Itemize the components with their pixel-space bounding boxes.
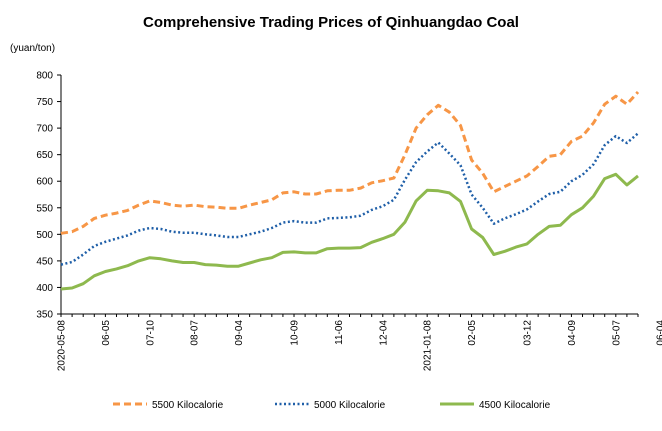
chart-axes (60, 75, 638, 315)
x-tick-label: 2021-01-08 (423, 320, 434, 372)
series-line-5000 (60, 132, 639, 266)
x-tick-label: 2020-05-08 (57, 320, 68, 372)
legend-label-4500: 4500 Kilocalorie (479, 400, 551, 411)
x-tick-label: 11-06 (334, 320, 345, 345)
series-line-4500 (60, 172, 639, 291)
legend-label-5000: 5000 Kilocalorie (314, 400, 386, 411)
x-tick-label: 03-12 (523, 320, 534, 346)
y-tick-label: 400 (36, 283, 53, 294)
chart-title: Comprehensive Trading Prices of Qinhuang… (143, 14, 519, 31)
y-tick-label: 550 (36, 203, 53, 214)
chart-legend: 5500 Kilocalorie 5000 Kilocalorie 4500 Kil… (113, 400, 551, 411)
x-tick-label: 10-09 (290, 320, 301, 346)
x-tick-label: 09-04 (234, 320, 245, 346)
series-lines (60, 90, 640, 291)
x-tick-label: 06-05 (101, 320, 112, 346)
y-tick-label: 750 (36, 97, 53, 108)
y-tick-label: 450 (36, 256, 53, 267)
x-axis-ticks: 2020-05-08 06-05 07-10 08-07 09-04 10-09 11-06… (57, 314, 662, 371)
x-tick-label: 06-04 (656, 320, 662, 346)
x-tick-label: 04-09 (567, 320, 578, 346)
x-tick-label: 05-07 (611, 320, 622, 346)
y-axis-unit-label: (yuan/ton) (10, 43, 55, 54)
series-line-5500 (60, 90, 640, 235)
y-axis-ticks: 350 400 450 500 550 600 650 700 750 800 (36, 71, 61, 321)
x-tick-label: 08-07 (190, 320, 201, 346)
x-tick-label: 12-04 (378, 320, 389, 346)
y-tick-label: 350 (36, 310, 53, 321)
y-tick-label: 600 (36, 177, 53, 188)
x-tick-label: 07-10 (145, 320, 156, 346)
y-tick-label: 500 (36, 230, 53, 241)
y-tick-label: 700 (36, 124, 53, 135)
y-tick-label: 800 (36, 71, 53, 82)
legend-label-5500: 5500 Kilocalorie (152, 400, 224, 411)
x-tick-label: 02-05 (467, 320, 478, 346)
y-tick-label: 650 (36, 150, 53, 161)
